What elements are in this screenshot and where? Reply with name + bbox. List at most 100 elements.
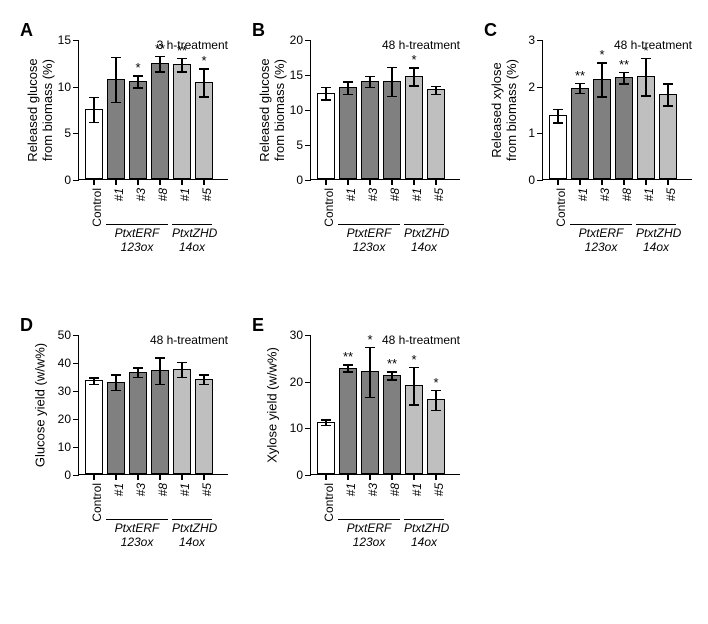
error-cap — [619, 72, 629, 74]
error-cap — [409, 367, 419, 369]
panel-letter-D: D — [20, 315, 33, 336]
x-tick-label: #3 — [134, 483, 148, 496]
y-axis-label: Glucose yield (w/w%) — [34, 335, 49, 475]
y-tick-label: 40 — [58, 356, 79, 370]
error-cap — [321, 425, 331, 427]
y-tick-label: 20 — [58, 412, 79, 426]
error-cap — [343, 364, 353, 366]
bar — [107, 382, 125, 474]
error-cap — [177, 71, 187, 73]
group-label: PtxtZHD 14ox — [404, 226, 444, 254]
y-tick-label: 0 — [64, 173, 79, 187]
y-tick-label: 30 — [58, 384, 79, 398]
x-tick — [435, 475, 437, 480]
bar — [151, 63, 169, 179]
error-cap — [177, 58, 187, 60]
group-label: PtxtERF 123ox — [570, 226, 632, 254]
y-tick-label: 0 — [296, 468, 311, 482]
error-cap — [155, 71, 165, 73]
x-tick-label: #3 — [366, 188, 380, 201]
error-cap — [89, 97, 99, 99]
error-cap — [409, 85, 419, 87]
error-cap — [663, 105, 673, 107]
error-cap — [365, 87, 375, 89]
y-axis-label: Released glucose from biomass (%) — [26, 40, 56, 180]
y-tick-label: 30 — [290, 328, 311, 342]
group-bracket — [106, 519, 168, 520]
error-bar — [181, 362, 183, 379]
x-tick-label: Control — [90, 188, 104, 227]
x-tick — [435, 180, 437, 185]
x-tick-label: #8 — [388, 483, 402, 496]
error-cap — [575, 83, 585, 85]
bar — [361, 81, 379, 179]
x-tick-label: Control — [322, 483, 336, 522]
error-bar — [203, 68, 205, 98]
error-cap — [431, 94, 441, 96]
x-tick-label: #1 — [178, 483, 192, 496]
error-cap — [387, 379, 397, 381]
x-tick — [667, 180, 669, 185]
significance-marker: * — [411, 353, 416, 366]
x-tick-label: #3 — [134, 188, 148, 201]
y-tick-label: 10 — [290, 421, 311, 435]
x-tick-label: Control — [90, 483, 104, 522]
error-cap — [409, 404, 419, 406]
bar — [339, 87, 357, 179]
error-cap — [199, 374, 209, 376]
x-tick-label: Control — [554, 188, 568, 227]
error-cap — [553, 109, 563, 111]
error-bar — [391, 67, 393, 98]
group-bracket — [570, 224, 632, 225]
x-tick — [115, 475, 117, 480]
group-bracket — [172, 224, 212, 225]
bar — [173, 369, 191, 474]
x-tick — [369, 180, 371, 185]
x-tick — [579, 180, 581, 185]
x-tick — [369, 475, 371, 480]
x-tick-label: #8 — [156, 483, 170, 496]
error-cap — [387, 96, 397, 98]
x-tick-label: #5 — [664, 188, 678, 201]
x-tick — [347, 180, 349, 185]
bar — [615, 77, 633, 179]
group-label: PtxtERF 123ox — [106, 521, 168, 549]
treatment-label: 48 h-treatment — [572, 38, 692, 52]
treatment-label: 48 h-treatment — [108, 333, 228, 347]
x-tick — [203, 475, 205, 480]
panel-letter-C: C — [484, 20, 497, 41]
error-bar — [413, 67, 415, 87]
x-tick — [181, 180, 183, 185]
error-cap — [641, 58, 651, 60]
error-cap — [343, 94, 353, 96]
group-label: PtxtZHD 14ox — [172, 521, 212, 549]
x-tick — [93, 180, 95, 185]
treatment-label: 3 h-treatment — [108, 38, 228, 52]
y-tick-label: 15 — [58, 33, 79, 47]
x-tick — [181, 475, 183, 480]
x-tick-label: #3 — [366, 483, 380, 496]
bar — [85, 380, 103, 474]
x-tick-label: #1 — [576, 188, 590, 201]
error-cap — [177, 362, 187, 364]
group-label: PtxtERF 123ox — [338, 226, 400, 254]
error-cap — [321, 87, 331, 89]
x-tick — [325, 475, 327, 480]
group-label: PtxtZHD 14ox — [404, 521, 444, 549]
error-cap — [155, 384, 165, 386]
error-cap — [111, 102, 121, 104]
error-bar — [159, 56, 161, 73]
bar — [151, 370, 169, 474]
y-axis-label: Released glucose from biomass (%) — [258, 40, 288, 180]
error-cap — [111, 374, 121, 376]
bar — [405, 76, 423, 179]
significance-marker: * — [135, 61, 140, 74]
x-tick-label: #1 — [410, 483, 424, 496]
error-cap — [199, 384, 209, 386]
bar — [317, 422, 335, 474]
error-bar — [369, 347, 371, 398]
significance-marker: ** — [619, 58, 629, 71]
error-bar — [159, 357, 161, 385]
treatment-label: 48 h-treatment — [340, 38, 460, 52]
bar — [427, 89, 445, 179]
